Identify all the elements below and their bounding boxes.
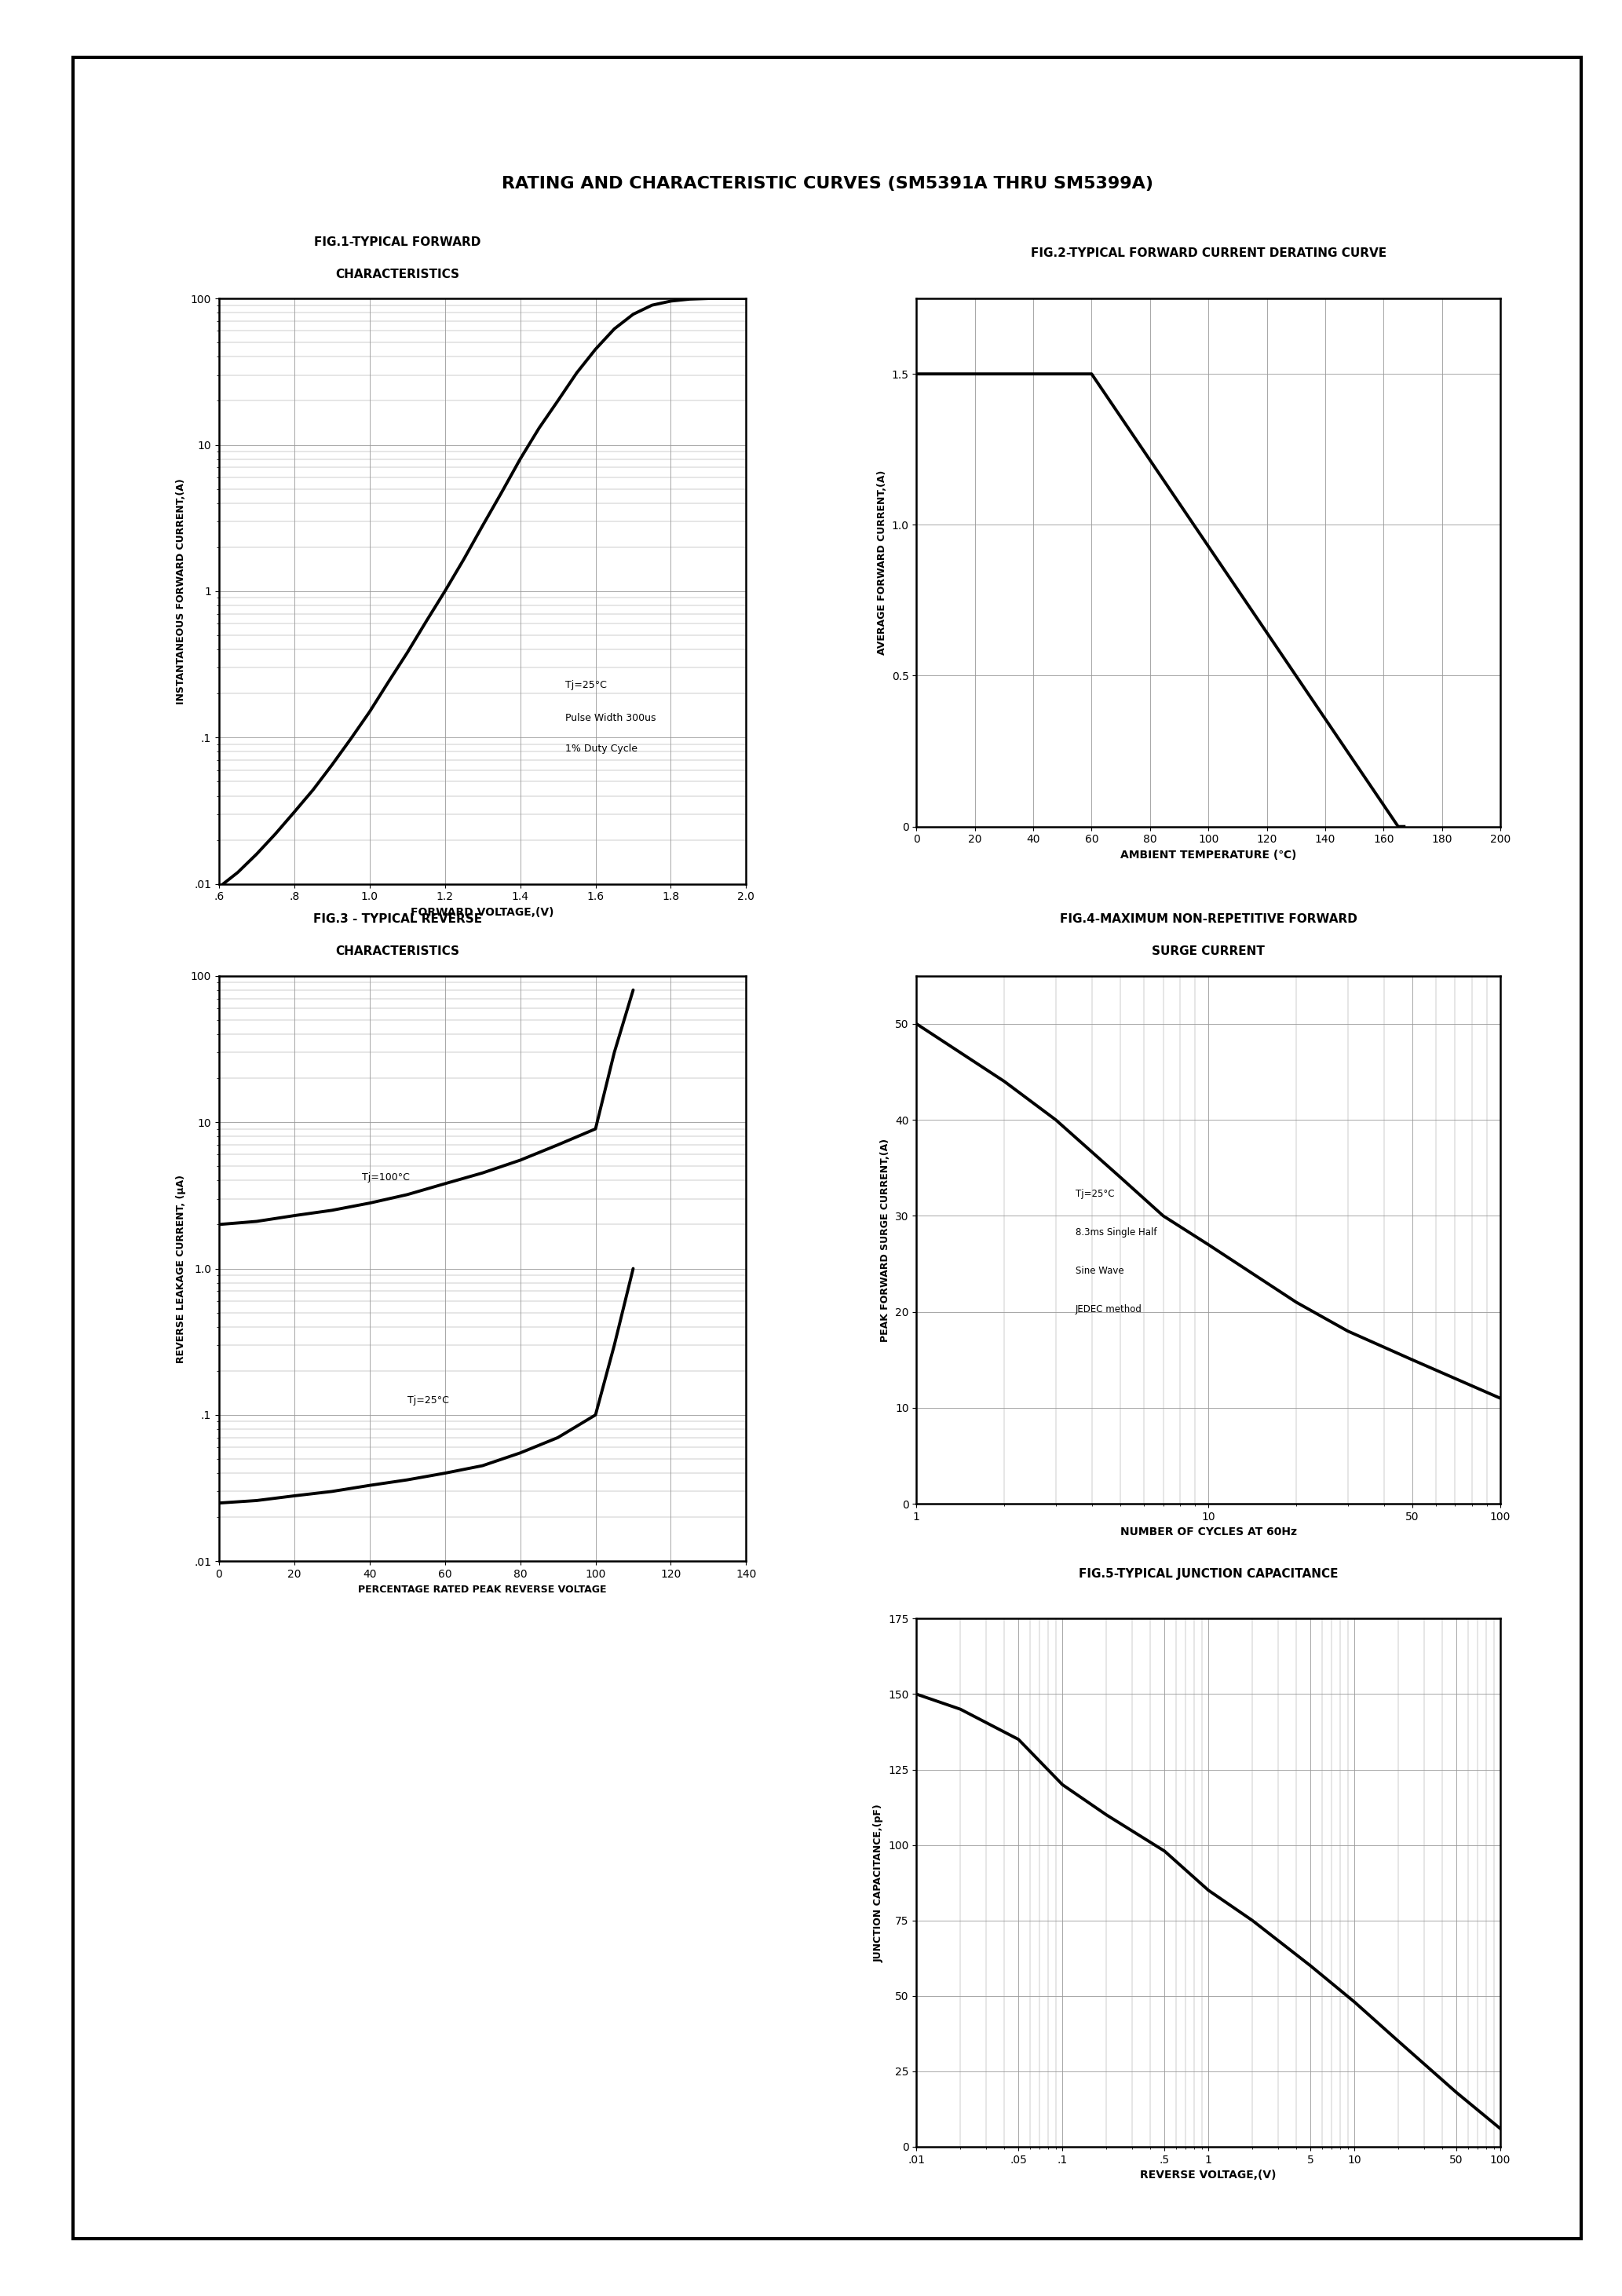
- X-axis label: PERCENTAGE RATED PEAK REVERSE VOLTAGE: PERCENTAGE RATED PEAK REVERSE VOLTAGE: [358, 1584, 607, 1593]
- Text: Pulse Width 300us: Pulse Width 300us: [566, 714, 655, 723]
- Text: JEDEC method: JEDEC method: [1075, 1304, 1142, 1313]
- Y-axis label: AVERAGE FORWARD CURRENT,(A): AVERAGE FORWARD CURRENT,(A): [878, 471, 887, 654]
- Text: Tj=25°C: Tj=25°C: [1075, 1189, 1114, 1199]
- Text: RATING AND CHARACTERISTIC CURVES (SM5391A THRU SM5399A): RATING AND CHARACTERISTIC CURVES (SM5391…: [501, 177, 1153, 191]
- Y-axis label: JUNCTION CAPACITANCE,(pF): JUNCTION CAPACITANCE,(pF): [874, 1805, 884, 1961]
- Text: Tj=25°C: Tj=25°C: [407, 1396, 449, 1405]
- Text: FIG.5-TYPICAL JUNCTION CAPACITANCE: FIG.5-TYPICAL JUNCTION CAPACITANCE: [1079, 1568, 1338, 1580]
- Text: CHARACTERISTICS: CHARACTERISTICS: [336, 946, 459, 957]
- Text: Tj=25°C: Tj=25°C: [566, 680, 607, 689]
- X-axis label: REVERSE VOLTAGE,(V): REVERSE VOLTAGE,(V): [1140, 2170, 1277, 2181]
- X-axis label: AMBIENT TEMPERATURE (℃): AMBIENT TEMPERATURE (℃): [1121, 850, 1296, 861]
- X-axis label: FORWARD VOLTAGE,(V): FORWARD VOLTAGE,(V): [410, 907, 555, 918]
- Text: FIG.4-MAXIMUM NON-REPETITIVE FORWARD: FIG.4-MAXIMUM NON-REPETITIVE FORWARD: [1059, 914, 1358, 925]
- Text: 1% Duty Cycle: 1% Duty Cycle: [566, 744, 637, 753]
- Text: Tj=100°C: Tj=100°C: [362, 1173, 410, 1182]
- Text: FIG.2-TYPICAL FORWARD CURRENT DERATING CURVE: FIG.2-TYPICAL FORWARD CURRENT DERATING C…: [1030, 248, 1387, 259]
- X-axis label: NUMBER OF CYCLES AT 60Hz: NUMBER OF CYCLES AT 60Hz: [1121, 1527, 1296, 1538]
- Text: Sine Wave: Sine Wave: [1075, 1265, 1124, 1277]
- Text: SURGE CURRENT: SURGE CURRENT: [1152, 946, 1265, 957]
- Y-axis label: INSTANTANEOUS FORWARD CURRENT,(A): INSTANTANEOUS FORWARD CURRENT,(A): [177, 478, 187, 705]
- Y-axis label: PEAK FORWARD SURGE CURRENT,(A): PEAK FORWARD SURGE CURRENT,(A): [881, 1139, 890, 1341]
- Text: 8.3ms Single Half: 8.3ms Single Half: [1075, 1226, 1156, 1238]
- Text: CHARACTERISTICS: CHARACTERISTICS: [336, 269, 459, 280]
- Text: FIG.1-TYPICAL FORWARD: FIG.1-TYPICAL FORWARD: [315, 236, 480, 248]
- Y-axis label: REVERSE LEAKAGE CURRENT, (μA): REVERSE LEAKAGE CURRENT, (μA): [177, 1173, 187, 1364]
- Text: FIG.3 - TYPICAL REVERSE: FIG.3 - TYPICAL REVERSE: [313, 914, 482, 925]
